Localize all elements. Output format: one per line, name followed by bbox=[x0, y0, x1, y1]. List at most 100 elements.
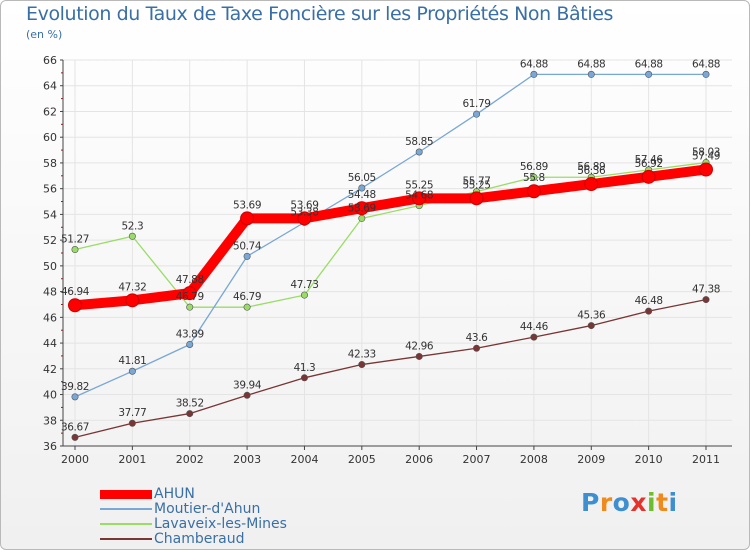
data-label-moutier-d-ahun: 43.89 bbox=[176, 328, 204, 340]
y-tick-label: 64 bbox=[43, 80, 57, 93]
y-tick-label: 62 bbox=[43, 105, 57, 118]
data-point-lavaveix-les-mines bbox=[530, 173, 538, 181]
data-label-lavaveix-les-mines: 55.77 bbox=[463, 176, 491, 188]
data-label-moutier-d-ahun: 53.38 bbox=[290, 206, 318, 218]
data-point-moutier-d-ahun bbox=[473, 110, 481, 118]
data-label-chamberaud: 47.38 bbox=[692, 284, 720, 296]
data-point-ahun bbox=[182, 286, 197, 301]
data-label-ahun: 56.36 bbox=[577, 165, 606, 177]
legend-label: Moutier-d'Ahun bbox=[154, 501, 261, 517]
data-label-ahun: 55.25 bbox=[405, 179, 433, 191]
legend-item-lavaveix-les-mines: Lavaveix-les-Mines bbox=[100, 516, 360, 532]
proxiti-logo: Proxiti bbox=[581, 488, 678, 517]
y-tick-label: 60 bbox=[43, 131, 57, 144]
data-label-chamberaud: 44.46 bbox=[520, 321, 549, 333]
x-tick-label: 2007 bbox=[463, 453, 491, 466]
data-point-ahun bbox=[412, 191, 427, 206]
y-tick-label: 36 bbox=[43, 440, 57, 453]
data-point-ahun bbox=[297, 211, 312, 226]
legend-item-ahun: AHUN bbox=[100, 486, 360, 502]
legend-item-moutier-d-ahun: Moutier-d'Ahun bbox=[100, 501, 360, 517]
data-label-moutier-d-ahun: 50.74 bbox=[233, 240, 262, 252]
x-tick-label: 2010 bbox=[635, 453, 663, 466]
data-point-lavaveix-les-mines bbox=[358, 214, 366, 222]
data-label-moutier-d-ahun: 56.05 bbox=[348, 172, 376, 184]
y-tick-label: 38 bbox=[43, 414, 57, 427]
series-ahun bbox=[68, 162, 713, 313]
data-label-chamberaud: 42.33 bbox=[348, 349, 376, 361]
data-point-ahun bbox=[240, 211, 255, 226]
data-label-chamberaud: 36.67 bbox=[61, 421, 89, 433]
chart-title: Evolution du Taux de Taxe Foncière sur l… bbox=[26, 3, 614, 25]
series-lines bbox=[68, 70, 713, 441]
data-label-moutier-d-ahun: 41.81 bbox=[118, 355, 146, 367]
data-point-ahun bbox=[469, 191, 484, 206]
data-point-lavaveix-les-mines bbox=[128, 232, 136, 240]
x-tick-label: 2005 bbox=[348, 453, 376, 466]
data-point-moutier-d-ahun bbox=[128, 367, 136, 375]
y-tick-label: 54 bbox=[43, 208, 57, 221]
legend-swatch bbox=[100, 538, 152, 540]
data-point-ahun bbox=[68, 298, 82, 313]
data-label-ahun: 54.48 bbox=[348, 189, 376, 201]
data-point-moutier-d-ahun bbox=[702, 70, 710, 78]
data-label-chamberaud: 46.48 bbox=[635, 295, 663, 307]
grid bbox=[63, 59, 732, 447]
data-label-chamberaud: 37.77 bbox=[118, 407, 146, 419]
legend-label: Chamberaud bbox=[154, 531, 245, 547]
data-point-lavaveix-les-mines bbox=[186, 303, 194, 311]
data-label-chamberaud: 43.6 bbox=[466, 332, 488, 344]
data-point-ahun bbox=[354, 201, 369, 216]
data-point-chamberaud bbox=[71, 433, 79, 441]
data-label-ahun: 47.32 bbox=[118, 281, 146, 293]
data-label-moutier-d-ahun: 64.88 bbox=[635, 58, 663, 70]
series-line-moutier-d-ahun bbox=[74, 73, 707, 398]
data-point-moutier-d-ahun bbox=[186, 340, 194, 348]
data-point-chamberaud bbox=[530, 333, 538, 341]
data-label-ahun: 55.25 bbox=[463, 179, 491, 191]
data-point-ahun bbox=[584, 177, 599, 192]
data-point-ahun bbox=[699, 162, 713, 177]
data-point-chamberaud bbox=[186, 410, 194, 418]
x-tick-label: 2003 bbox=[233, 453, 261, 466]
data-label-ahun: 56.92 bbox=[635, 158, 663, 170]
data-labels: 36.67 37.77 38.52 39.94 41.3 42.33 42.96 43.6 44… bbox=[61, 58, 720, 433]
data-point-chamberaud bbox=[358, 361, 366, 369]
legend-label: Lavaveix-les-Mines bbox=[154, 516, 287, 532]
data-point-ahun bbox=[125, 293, 140, 308]
data-label-chamberaud: 39.94 bbox=[233, 379, 262, 391]
legend-swatch bbox=[100, 508, 152, 510]
data-point-chamberaud bbox=[415, 352, 423, 360]
data-point-lavaveix-les-mines bbox=[243, 303, 251, 311]
series-line-chamberaud bbox=[74, 298, 707, 439]
data-point-chamberaud bbox=[645, 307, 653, 315]
data-label-moutier-d-ahun: 64.88 bbox=[520, 58, 548, 70]
data-label-ahun: 53.69 bbox=[233, 199, 261, 211]
data-label-ahun: 47.88 bbox=[176, 274, 204, 286]
x-tick-label: 2004 bbox=[290, 453, 318, 466]
data-label-lavaveix-les-mines: 46.79 bbox=[176, 291, 204, 303]
series-line-ahun bbox=[70, 164, 711, 311]
data-label-lavaveix-les-mines: 53.69 bbox=[348, 202, 376, 214]
y-tick-label: 66 bbox=[43, 54, 57, 67]
x-tick-label: 2008 bbox=[520, 453, 548, 466]
data-label-chamberaud: 41.3 bbox=[294, 362, 316, 374]
data-point-chamberaud bbox=[473, 344, 481, 352]
data-label-chamberaud: 45.36 bbox=[577, 310, 606, 322]
series-chamberaud bbox=[71, 296, 710, 441]
data-point-moutier-d-ahun bbox=[358, 184, 366, 192]
data-label-moutier-d-ahun: 61.79 bbox=[463, 98, 491, 110]
y-tick-label: 52 bbox=[43, 234, 57, 247]
legend-swatch bbox=[100, 523, 152, 525]
data-point-ahun bbox=[641, 169, 656, 184]
x-tick-label: 2001 bbox=[118, 453, 146, 466]
data-label-moutier-d-ahun: 64.88 bbox=[577, 58, 605, 70]
data-point-moutier-d-ahun bbox=[587, 70, 595, 78]
data-label-lavaveix-les-mines: 52.3 bbox=[121, 220, 143, 232]
data-point-moutier-d-ahun bbox=[530, 70, 538, 78]
x-tick-label: 2006 bbox=[405, 453, 433, 466]
legend-label: AHUN bbox=[154, 486, 195, 502]
y-tick-label: 44 bbox=[43, 337, 57, 350]
